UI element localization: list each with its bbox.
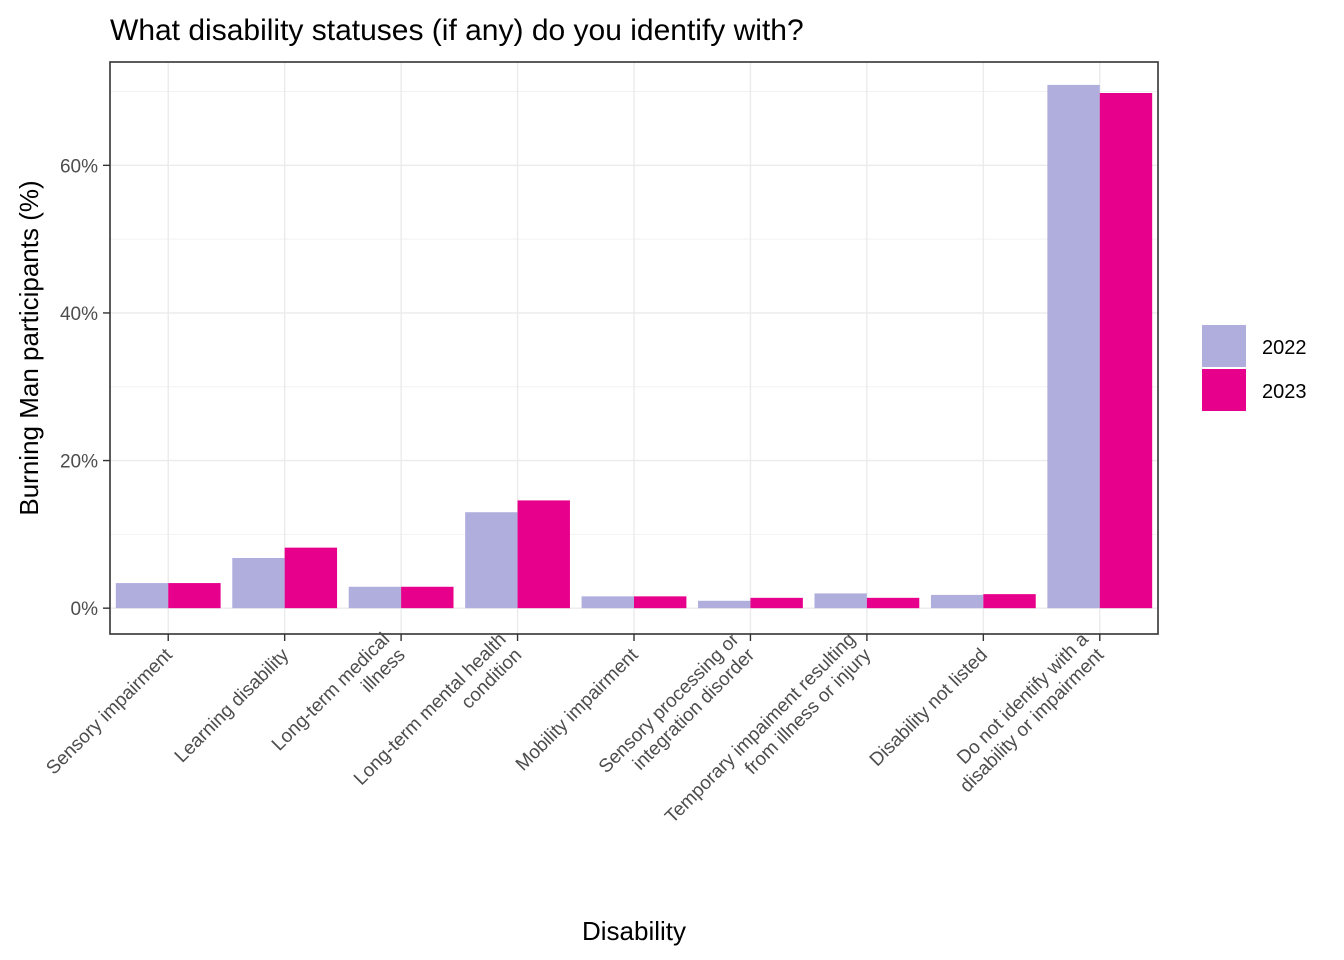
bar-2023 (168, 583, 221, 609)
legend: 2022 2023 (1202, 325, 1307, 411)
bar-2023 (634, 596, 687, 609)
gridlines (110, 62, 1158, 634)
legend-key-2023 (1202, 369, 1246, 411)
bar-2022 (348, 586, 402, 609)
legend-label-2023: 2023 (1262, 381, 1307, 403)
bar-2022 (1047, 84, 1100, 609)
y-tick-label: 20% (60, 452, 98, 473)
bar-2022 (581, 596, 634, 609)
bar-2023 (517, 500, 570, 609)
y-axis-title: Burning Man participants (%) (14, 180, 44, 515)
x-axis-title: Disability (582, 916, 686, 946)
legend-key-2022 (1202, 325, 1246, 367)
bar-2022 (232, 557, 285, 609)
bar-2023 (983, 594, 1036, 609)
bar-2023 (866, 597, 920, 609)
bar-2023 (401, 586, 454, 609)
legend-label-2022: 2022 (1262, 337, 1307, 359)
bar-2022 (930, 594, 984, 609)
y-tick-label: 40% (60, 304, 98, 325)
bar-2023 (284, 547, 338, 609)
x-tick-label: Temporary impaiment resultingfrom illnes… (661, 629, 875, 843)
bar-2022 (814, 593, 867, 609)
bar-2023 (1099, 92, 1153, 609)
y-tick-label: 0% (71, 599, 99, 620)
x-tick-label: Sensory impairment (42, 644, 177, 779)
chart-title: What disability statuses (if any) do you… (110, 14, 804, 47)
y-tick-label: 60% (60, 156, 98, 177)
bar-2022 (465, 512, 518, 609)
bar-2022 (115, 583, 169, 609)
bar-2023 (750, 597, 803, 609)
bar-2022 (698, 600, 751, 609)
bars (115, 84, 1153, 609)
x-tick-label: Do not identify with adisability or impa… (941, 629, 1109, 797)
